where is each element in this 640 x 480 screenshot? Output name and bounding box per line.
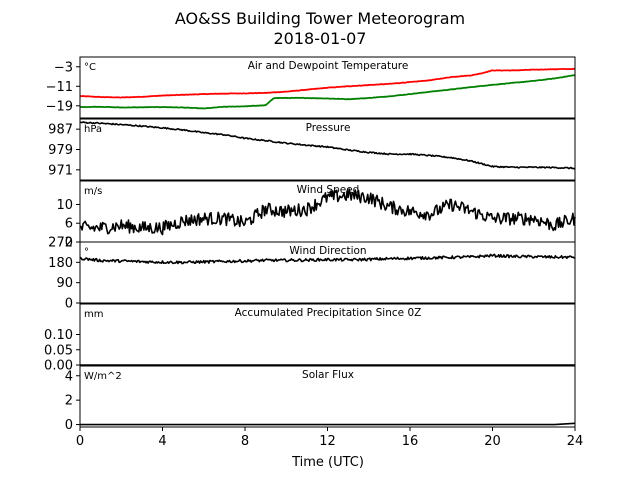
panel-1: −3 −11 −19 °C Air and Dewpoint Temperature — [46, 56, 576, 119]
y-tick-label: −19 — [46, 99, 73, 114]
chart-title: AO&SS Building Tower Meteorogram — [175, 9, 465, 28]
panel-title: Solar Flux — [302, 369, 354, 381]
y-tick-label: 987 — [48, 123, 73, 138]
y-tick-label: 971 — [48, 163, 73, 178]
panel-title: Wind Direction — [289, 245, 366, 257]
x-axis: 0 4 8 12 16 20 24 — [76, 427, 583, 449]
y-tick-label: −3 — [54, 60, 73, 75]
y-tick-label: 0.00 — [44, 359, 73, 374]
y-tick-label: 0 — [65, 297, 73, 312]
series-line-1-1 — [79, 67, 576, 99]
panel-4: 270 180 90 0 ° Wind Direction — [48, 236, 576, 312]
panel-title: Pressure — [306, 122, 351, 134]
y-tick-label: 270 — [48, 236, 73, 251]
panel-title: Accumulated Precipitation Since 0Z — [235, 307, 422, 319]
x-tick-label: 4 — [158, 434, 166, 449]
y-tick-label: 180 — [48, 256, 73, 271]
panel-title: Wind Speed — [297, 184, 360, 196]
series-line-3-1 — [79, 188, 576, 236]
y-tick-label: 4 — [65, 369, 73, 384]
panel-frame — [79, 56, 576, 119]
unit-label: m/s — [84, 186, 102, 197]
x-tick-label: 0 — [76, 434, 84, 449]
unit-label: ° — [84, 247, 89, 258]
y-tick-label: 0 — [65, 418, 73, 433]
panels: −3 −11 −19 °C Air and Dewpoint Temperature 98… — [44, 56, 576, 433]
series-line-4-1 — [79, 253, 575, 265]
series-line-2-1 — [79, 121, 576, 170]
y-tick-label: 979 — [48, 143, 73, 158]
x-tick-label: 24 — [567, 434, 584, 449]
panel-6: 4 2 0 W/m^2 Solar Flux — [65, 365, 576, 433]
y-tick-label: 2 — [65, 394, 73, 409]
panel-3: 10 6 2 m/s Wind Speed — [56, 180, 576, 251]
unit-label: °C — [84, 62, 96, 73]
y-tick-label: 2 — [65, 236, 73, 251]
y-tick-label: 0.10 — [44, 328, 73, 343]
panel-title: Air and Dewpoint Temperature — [248, 60, 409, 72]
x-tick-label: 16 — [402, 434, 419, 449]
unit-label: W/m^2 — [84, 371, 122, 382]
chart-subtitle: 2018-01-07 — [274, 29, 367, 48]
x-axis-label: Time (UTC) — [291, 455, 364, 470]
unit-label: hPa — [84, 124, 102, 135]
y-tick-label: 0.05 — [44, 343, 73, 358]
unit-label: mm — [84, 309, 103, 320]
series-line-1-2 — [79, 74, 576, 110]
y-tick-label: −11 — [46, 80, 73, 95]
x-tick-label: 8 — [241, 434, 249, 449]
panel-2: 987 979 971 hPa Pressure — [48, 118, 576, 181]
x-tick-label: 12 — [319, 434, 336, 449]
panel-frame — [79, 241, 576, 304]
panel-5: 0.100.050.00 mm Accumulated Precipitation … — [44, 303, 576, 374]
y-tick-label: 6 — [65, 217, 73, 232]
x-tick-label: 20 — [484, 434, 501, 449]
y-tick-label: 10 — [56, 198, 73, 213]
y-tick-label: 90 — [56, 276, 73, 291]
series-line-6-1 — [80, 422, 576, 426]
